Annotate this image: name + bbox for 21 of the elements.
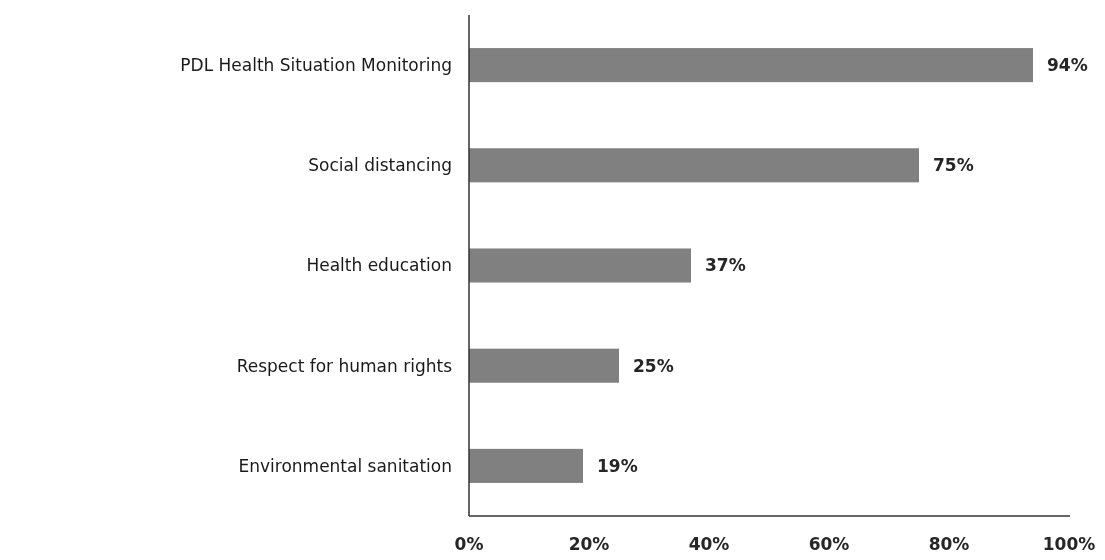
data-label: 94%: [1047, 55, 1088, 76]
y-tick-label: Health education: [306, 255, 452, 276]
bar: [469, 148, 919, 183]
x-tick-label: 20%: [568, 534, 610, 554]
data-label: 75%: [933, 155, 974, 176]
x-tick-label: 40%: [688, 534, 730, 554]
bar: [469, 448, 583, 483]
bar: [469, 248, 691, 283]
y-tick-label: Social distancing: [308, 155, 452, 176]
x-tick-label: 100%: [1042, 534, 1096, 554]
y-tick-label: Respect for human rights: [236, 355, 453, 376]
bar: [469, 48, 1033, 83]
x-tick-label: 60%: [808, 534, 850, 554]
x-tick-label: 80%: [928, 534, 970, 554]
y-tick-label: PDL Health Situation Monitoring: [180, 55, 452, 76]
bar: [469, 348, 619, 383]
data-label: 25%: [633, 355, 674, 376]
x-tick-label: 0%: [454, 534, 484, 554]
data-label: 19%: [597, 455, 638, 476]
data-label: 37%: [705, 255, 746, 276]
y-tick-label: Environmental sanitation: [238, 455, 452, 476]
